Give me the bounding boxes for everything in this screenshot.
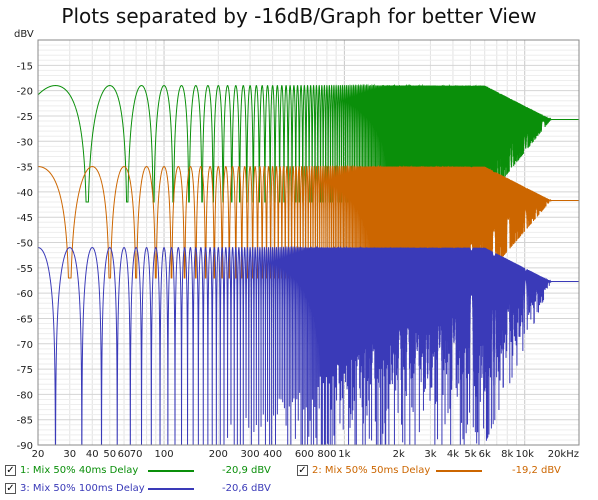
y-tick-label: -15 bbox=[17, 61, 33, 72]
x-tick-label: 60 bbox=[118, 449, 131, 460]
legend-series-name: 3: Mix 50% 100ms Delay bbox=[20, 483, 145, 494]
x-tick-label: 20 bbox=[32, 449, 45, 460]
legend-item-2: ✓ 2: Mix 50% 50ms Delay -19,2 dBV bbox=[0, 465, 598, 481]
x-tick-label: 10k bbox=[515, 449, 534, 460]
y-tick-label: -75 bbox=[17, 365, 33, 376]
x-tick-label: 8k bbox=[501, 449, 513, 460]
x-tick-label: 3k bbox=[424, 449, 436, 460]
legend-line-swatch bbox=[148, 488, 194, 490]
legend: ✓ 1: Mix 50% 40ms Delay -20,9 dBV ✓ 2: Mix 5… bbox=[0, 463, 598, 500]
x-tick-label: 20kHz bbox=[548, 449, 579, 460]
y-axis-label: dBV bbox=[14, 29, 34, 40]
y-tick-label: -85 bbox=[17, 416, 33, 427]
y-tick-label: -20 bbox=[17, 87, 33, 98]
y-tick-label: -55 bbox=[17, 264, 33, 275]
x-tick-label: 50 bbox=[103, 449, 116, 460]
y-tick-label: -60 bbox=[17, 289, 33, 300]
x-tick-label: 70 bbox=[130, 449, 143, 460]
x-tick-label: 100 bbox=[155, 449, 174, 460]
x-tick-label: 300 bbox=[241, 449, 260, 460]
x-tick-label: 5k bbox=[464, 449, 476, 460]
legend-value: -19,2 dBV bbox=[512, 465, 561, 476]
y-tick-label: -90 bbox=[17, 441, 33, 452]
y-tick-label: -45 bbox=[17, 213, 33, 224]
x-axis: 20 30 40 50 60 70 100 200 300 400 600 800 1k 2k 3k 4k 5k… bbox=[32, 449, 579, 460]
x-tick-label: 2k bbox=[393, 449, 405, 460]
y-tick-label: -25 bbox=[17, 112, 33, 123]
y-tick-label: -30 bbox=[17, 137, 33, 148]
x-tick-label: 1k bbox=[338, 449, 350, 460]
legend-item-3: ✓ 3: Mix 50% 100ms Delay -20,6 dBV bbox=[0, 483, 598, 499]
x-tick-label: 40 bbox=[86, 449, 99, 460]
y-tick-label: -40 bbox=[17, 188, 33, 199]
legend-value: -20,6 dBV bbox=[222, 483, 271, 494]
x-tick-label: 600 bbox=[295, 449, 314, 460]
y-tick-label: -50 bbox=[17, 239, 33, 250]
legend-line-swatch bbox=[436, 470, 482, 472]
y-tick-label: -70 bbox=[17, 340, 33, 351]
line-chart: -15 -20 -25 -30 -35 -40 -45 -50 -55 -60 -65 -70 -75 -… bbox=[0, 0, 598, 463]
legend-checkbox[interactable]: ✓ bbox=[297, 465, 308, 476]
y-tick-label: -35 bbox=[17, 163, 33, 174]
y-tick-label: -80 bbox=[17, 390, 33, 401]
x-tick-label: 30 bbox=[63, 449, 76, 460]
x-tick-label: 800 bbox=[317, 449, 336, 460]
x-tick-label: 6k bbox=[479, 449, 491, 460]
y-tick-label: -65 bbox=[17, 314, 33, 325]
legend-series-name: 2: Mix 50% 50ms Delay bbox=[312, 465, 430, 476]
legend-checkbox[interactable]: ✓ bbox=[5, 483, 16, 494]
x-tick-label: 200 bbox=[209, 449, 228, 460]
x-tick-label: 400 bbox=[263, 449, 282, 460]
y-axis: -15 -20 -25 -30 -35 -40 -45 -50 -55 -60 -65 -70 -75 -… bbox=[17, 61, 33, 452]
x-tick-label: 4k bbox=[447, 449, 459, 460]
